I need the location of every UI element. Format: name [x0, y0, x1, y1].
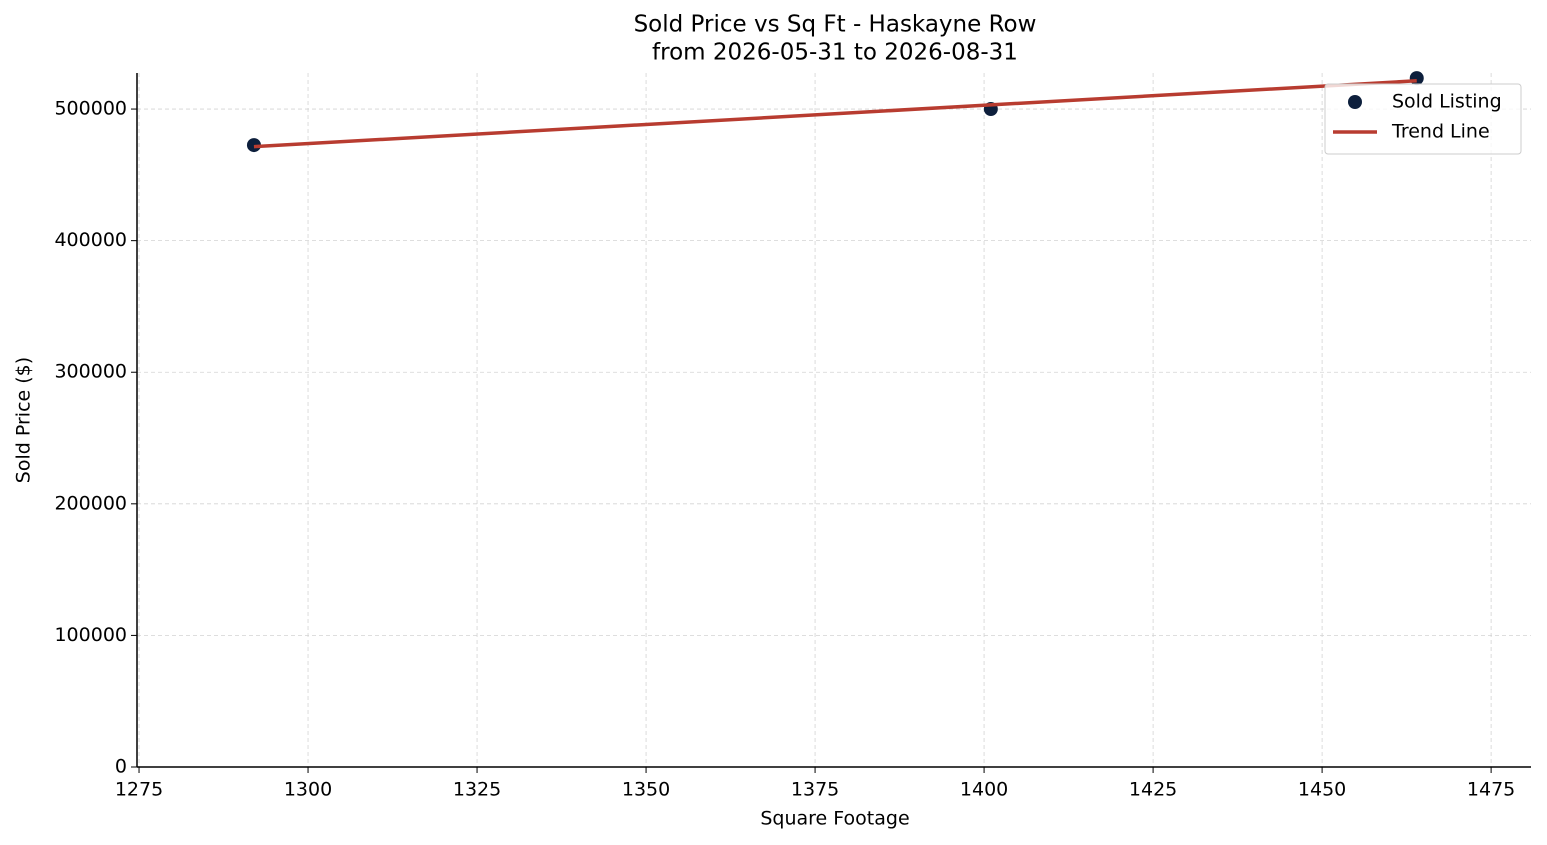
y-tick-label: 400000	[54, 229, 127, 251]
x-tick-label: 1375	[791, 779, 839, 801]
x-tick-label: 1350	[622, 779, 670, 801]
x-tick-label: 1425	[1129, 779, 1177, 801]
trend-line	[253, 79, 1417, 149]
x-tick-label: 1300	[284, 779, 332, 801]
x-tick-label: 1325	[453, 779, 501, 801]
y-axis-label: Sold Price ($)	[13, 357, 35, 483]
legend-label: Sold Listing	[1392, 91, 1502, 113]
y-tick-label: 0	[115, 756, 127, 778]
chart-title: Sold Price vs Sq Ft - Haskayne Row	[634, 12, 1037, 38]
chart-subtitle: from 2026-05-31 to 2026-08-31	[652, 40, 1018, 66]
legend-box	[1324, 83, 1522, 155]
x-tick-label: 1475	[1467, 779, 1515, 801]
x-tick-label: 1400	[960, 779, 1008, 801]
y-tick-label: 500000	[54, 98, 127, 120]
y-tick-label: 100000	[54, 624, 127, 646]
legend: Sold Listing Trend Line	[1324, 83, 1522, 155]
legend-swatch	[1348, 95, 1362, 109]
legend-label: Trend Line	[1391, 121, 1490, 143]
x-tick-label: 1275	[115, 779, 163, 801]
x-axis-label: Square Footage	[760, 808, 909, 830]
data-point	[1409, 71, 1424, 86]
x-tick-label: 1450	[1298, 779, 1346, 801]
y-tick-label: 200000	[54, 492, 127, 514]
y-tick-label: 300000	[54, 361, 127, 383]
